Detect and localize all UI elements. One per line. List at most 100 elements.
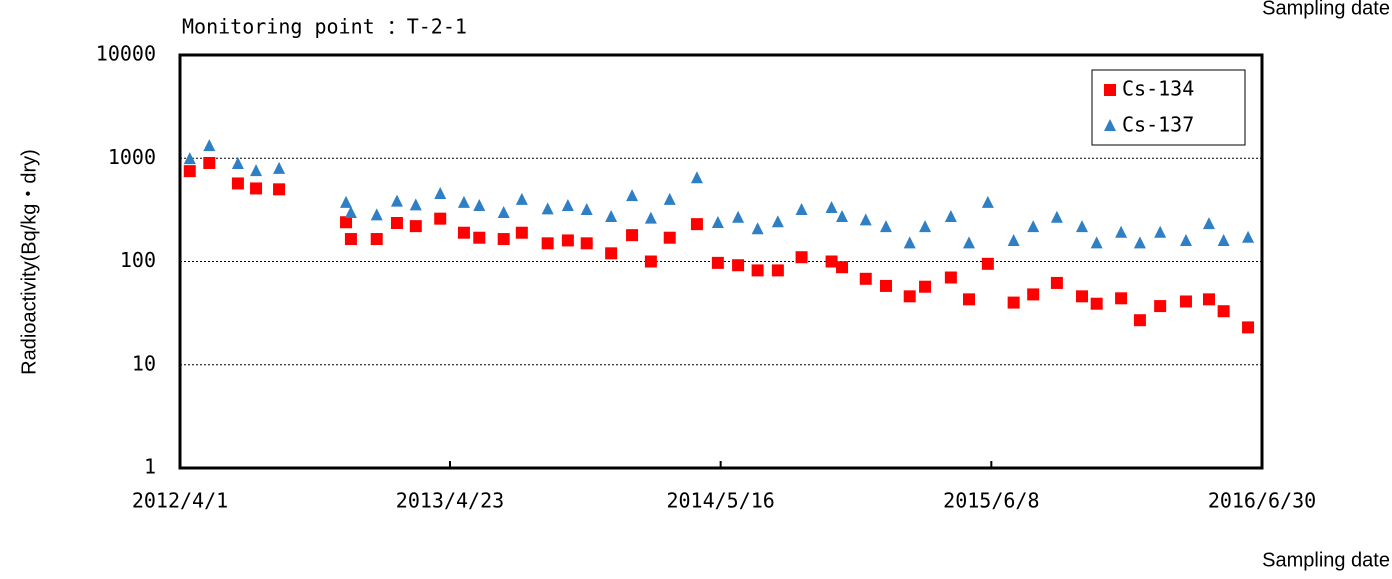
data-point — [1050, 276, 1063, 289]
data-point — [944, 271, 957, 284]
data-point — [963, 236, 976, 249]
data-point — [1007, 296, 1020, 309]
data-point — [1154, 225, 1167, 238]
data-point — [231, 177, 244, 190]
data-point — [1242, 230, 1255, 243]
x-axis-label: Sampling date — [1262, 549, 1390, 571]
data-point — [1115, 225, 1128, 238]
data-point — [732, 259, 745, 272]
data-point — [203, 156, 216, 169]
data-point — [1027, 288, 1040, 301]
data-point — [457, 195, 470, 208]
data-point — [644, 211, 657, 224]
data-point — [711, 256, 724, 269]
data-point — [903, 236, 916, 249]
data-point — [515, 192, 528, 205]
data-point — [1076, 290, 1089, 303]
data-point — [859, 213, 872, 226]
data-point — [795, 203, 808, 216]
legend-box — [1091, 69, 1246, 146]
data-point — [434, 212, 447, 225]
data-point — [1050, 210, 1063, 223]
data-point — [1217, 233, 1230, 246]
data-point — [1090, 236, 1103, 249]
data-point — [1179, 233, 1192, 246]
data-point — [690, 218, 703, 231]
data-point — [203, 139, 216, 152]
data-point — [580, 203, 593, 216]
data-point — [457, 226, 470, 239]
data-point — [690, 171, 703, 184]
data-point — [1202, 293, 1215, 306]
x-tick-label: 2014/5/16 — [666, 489, 774, 513]
x-tick-label: 2015/6/8 — [943, 489, 1039, 513]
data-point — [370, 208, 383, 221]
y-tick-label: 1000 — [108, 145, 156, 169]
data-point — [390, 216, 403, 229]
data-point — [919, 280, 932, 293]
y-tick-label: 10 — [132, 351, 156, 375]
data-point — [473, 231, 486, 244]
data-point — [711, 215, 724, 228]
data-point — [732, 210, 745, 223]
data-point — [836, 209, 849, 222]
chart-title: Monitoring point ：T-2-1 — [182, 15, 467, 39]
data-point — [340, 195, 353, 208]
data-point — [1217, 305, 1230, 318]
data-point — [1179, 295, 1192, 308]
data-point — [409, 198, 422, 211]
data-point — [795, 251, 808, 264]
data-point — [1090, 297, 1103, 310]
data-point — [390, 194, 403, 207]
data-point — [231, 156, 244, 169]
data-point — [541, 202, 554, 215]
data-point — [497, 205, 510, 218]
data-point — [605, 209, 618, 222]
y-tick-label: 10000 — [96, 42, 156, 66]
data-point — [626, 229, 639, 242]
data-point — [879, 279, 892, 292]
legend-label: Cs-134 — [1122, 77, 1194, 101]
data-point — [497, 233, 510, 246]
data-point — [1202, 217, 1215, 230]
data-point — [580, 237, 593, 250]
data-point — [1133, 314, 1146, 327]
x-axis-label-top: Sampling date — [1262, 0, 1390, 19]
data-point — [1115, 292, 1128, 305]
data-point — [825, 200, 838, 213]
data-point — [1076, 220, 1089, 233]
data-point — [1242, 321, 1255, 334]
y-tick-label: 100 — [120, 248, 156, 272]
data-point — [644, 255, 657, 268]
data-point — [344, 233, 357, 246]
data-point — [273, 183, 286, 196]
data-point — [183, 165, 196, 178]
data-point — [944, 209, 957, 222]
data-point — [859, 272, 872, 285]
data-point — [963, 293, 976, 306]
data-point — [541, 237, 554, 250]
data-point — [273, 161, 286, 174]
data-point — [605, 247, 618, 260]
data-point — [1007, 233, 1020, 246]
data-point — [409, 220, 422, 233]
data-point — [250, 164, 263, 177]
data-point — [561, 234, 574, 247]
data-point — [434, 187, 447, 200]
data-point — [515, 226, 528, 239]
data-point — [250, 182, 263, 195]
data-point — [1154, 300, 1167, 313]
data-point — [751, 264, 764, 277]
data-point — [340, 216, 353, 229]
data-point — [1027, 220, 1040, 233]
data-point — [751, 222, 764, 235]
data-point — [183, 152, 196, 165]
data-point — [825, 255, 838, 268]
y-axis-label: Radioactivity(Bq/kg・dry) — [18, 149, 40, 375]
x-tick-label: 2016/6/30 — [1208, 489, 1316, 513]
data-point — [1133, 236, 1146, 249]
data-point — [879, 220, 892, 233]
plot-frame — [178, 53, 1264, 470]
x-tick-label: 2012/4/1 — [132, 489, 228, 513]
data-point — [663, 192, 676, 205]
